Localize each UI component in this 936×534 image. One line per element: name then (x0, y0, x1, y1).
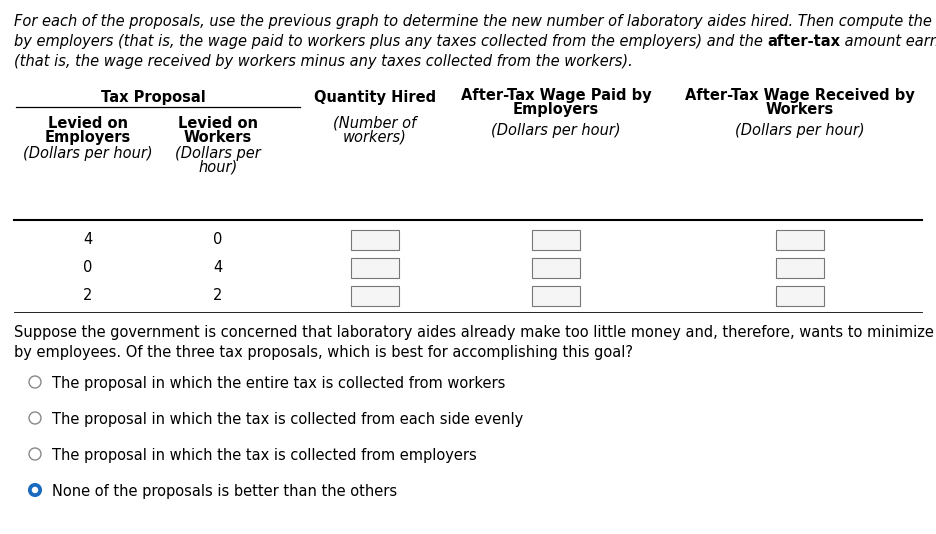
Bar (351, 230, 399, 250)
Circle shape (33, 488, 37, 492)
Text: 0: 0 (213, 232, 223, 247)
Text: Employers: Employers (513, 102, 599, 117)
Text: (Dollars per hour): (Dollars per hour) (23, 146, 153, 161)
Text: amount earned by laboratory aides: amount earned by laboratory aides (841, 34, 936, 49)
Circle shape (29, 484, 41, 496)
Bar (532, 230, 580, 250)
Text: 4: 4 (83, 232, 93, 247)
Text: Employers: Employers (45, 130, 131, 145)
Text: by employers (that is, the wage paid to workers plus any taxes collected from th: by employers (that is, the wage paid to … (14, 34, 768, 49)
Text: 4: 4 (213, 261, 223, 276)
Bar (776, 258, 824, 278)
Text: Suppose the government is concerned that laboratory aides already make too littl: Suppose the government is concerned that… (14, 325, 936, 340)
Text: 2: 2 (213, 288, 223, 303)
Text: After-Tax Wage Received by: After-Tax Wage Received by (685, 88, 914, 103)
Text: The proposal in which the entire tax is collected from workers: The proposal in which the entire tax is … (52, 376, 505, 391)
Bar (776, 230, 824, 250)
Text: Quantity Hired: Quantity Hired (314, 90, 436, 105)
Text: For each of the proposals, use the previous graph to determine the new number of: For each of the proposals, use the previ… (14, 14, 936, 29)
Text: (that is, the wage received by workers minus any taxes collected from the worker: (that is, the wage received by workers m… (14, 54, 633, 69)
Text: Workers: Workers (183, 130, 252, 145)
Text: Levied on: Levied on (48, 116, 128, 131)
Bar (776, 286, 824, 306)
Bar (351, 258, 399, 278)
Text: workers): workers) (344, 130, 407, 145)
Text: hour): hour) (198, 160, 238, 175)
Text: by employees. Of the three tax proposals, which is best for accomplishing this g: by employees. Of the three tax proposals… (14, 345, 633, 360)
Bar (532, 286, 580, 306)
Text: After-Tax Wage Paid by: After-Tax Wage Paid by (461, 88, 651, 103)
Text: 2: 2 (83, 288, 93, 303)
Text: after-tax: after-tax (768, 34, 841, 49)
Circle shape (29, 376, 41, 388)
Circle shape (29, 412, 41, 424)
Text: None of the proposals is better than the others: None of the proposals is better than the… (52, 484, 397, 499)
Text: Tax Proposal: Tax Proposal (101, 90, 205, 105)
Text: (Dollars per: (Dollars per (175, 146, 261, 161)
Text: Levied on: Levied on (178, 116, 258, 131)
Circle shape (29, 448, 41, 460)
Text: (Dollars per hour): (Dollars per hour) (491, 123, 621, 138)
Bar (532, 258, 580, 278)
Text: The proposal in which the tax is collected from employers: The proposal in which the tax is collect… (52, 448, 476, 463)
Text: Workers: Workers (766, 102, 834, 117)
Text: The proposal in which the tax is collected from each side evenly: The proposal in which the tax is collect… (52, 412, 523, 427)
Text: 0: 0 (83, 261, 93, 276)
Text: (Number of: (Number of (333, 116, 417, 131)
Bar (351, 286, 399, 306)
Text: (Dollars per hour): (Dollars per hour) (735, 123, 865, 138)
